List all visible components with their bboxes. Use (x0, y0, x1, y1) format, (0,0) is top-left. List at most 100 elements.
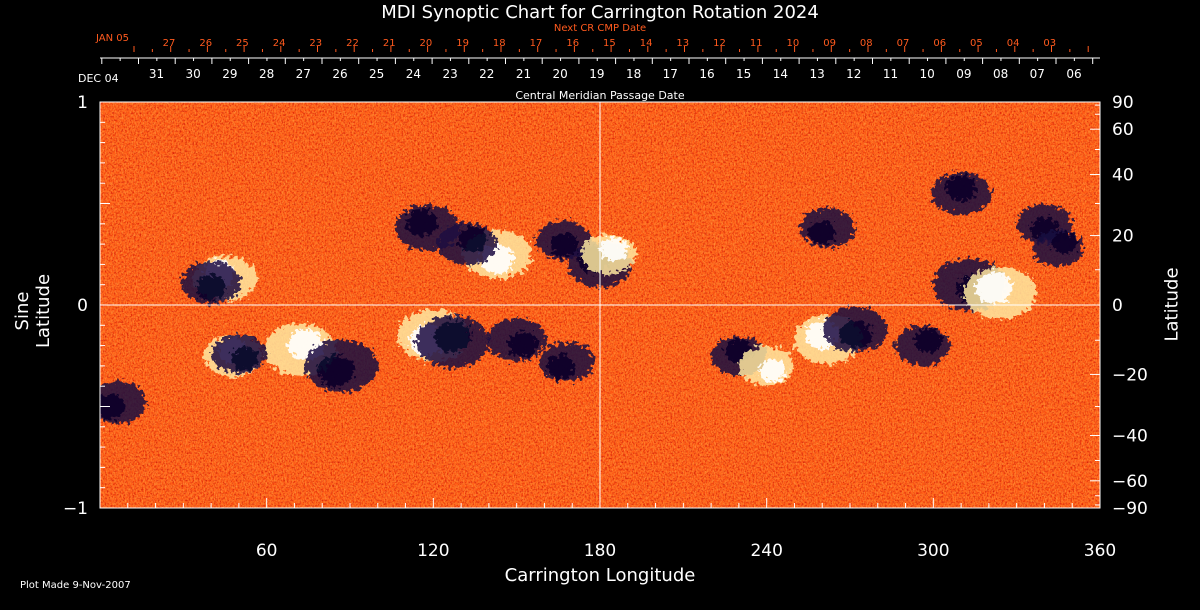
y-right-tick-label: 60 (1112, 120, 1134, 140)
chart-title: MDI Synoptic Chart for Carrington Rotati… (381, 2, 819, 23)
next-cr-day-label: 24 (273, 38, 286, 49)
cmp-day-label: 18 (626, 67, 641, 81)
x-tick-label: 60 (256, 541, 278, 561)
next-cr-day-label: 17 (530, 38, 543, 49)
next-cr-day-label: 27 (163, 38, 176, 49)
cmp-day-label: 16 (699, 67, 714, 81)
y-left-tick-label: 0 (77, 296, 88, 316)
y-right-tick-label: 20 (1112, 227, 1134, 247)
negative-region-core (196, 274, 226, 301)
y-right-tick-label: −40 (1112, 426, 1148, 446)
y-left-tick-label: −1 (63, 499, 88, 519)
negative-region-core (546, 355, 575, 379)
next-cr-cmp-label: Next CR CMP Date (553, 23, 647, 34)
negative-region-core (839, 320, 872, 349)
next-cr-day-label: 09 (823, 38, 836, 49)
cmp-day-label: 27 (296, 67, 311, 81)
next-cr-day-label: 16 (566, 38, 579, 49)
cmp-day-label: 17 (663, 67, 678, 81)
cmp-day-label: 10 (920, 67, 935, 81)
next-cr-day-label: 04 (1007, 38, 1020, 49)
cmp-date-axis: DEC 04 31 30 29 28 27 26 25 24 23 22 21 20 19 18 17 16 15… (78, 57, 1100, 85)
x-tick-label: 360 (1084, 541, 1116, 561)
cmp-date-label: Central Meridian Passage Date (515, 89, 685, 102)
negative-region-core (405, 209, 438, 237)
next-cr-day-label: 21 (383, 38, 396, 49)
next-cr-day-label: 14 (640, 38, 653, 49)
next-cr-day-label: 03 (1043, 38, 1056, 49)
x-tick-label: 180 (584, 541, 616, 561)
next-cr-day-label: 20 (420, 38, 433, 49)
next-cr-day-label: 12 (713, 38, 726, 49)
negative-region-core (1051, 232, 1077, 254)
cmp-day-label: 29 (222, 67, 237, 81)
next-cr-day-label: 07 (897, 38, 910, 49)
negative-region-core (317, 355, 354, 387)
next-cr-day-label: 06 (933, 38, 946, 49)
y-right-tick-label: −60 (1112, 472, 1148, 492)
positive-region-core (975, 272, 1013, 304)
plot-made-note: Plot Made 9-Nov-2007 (20, 580, 131, 591)
x-tick-label: 240 (750, 541, 782, 561)
cmp-day-label: 19 (589, 67, 604, 81)
cmp-day-label: 14 (773, 67, 788, 81)
next-cr-day-label: 25 (236, 38, 249, 49)
positive-region-core (600, 237, 629, 262)
cmp-day-label: 23 (442, 67, 457, 81)
negative-region-core (946, 175, 976, 202)
y-right-tick-label: −90 (1112, 499, 1148, 519)
next-cr-day-label: 22 (346, 38, 359, 49)
cmp-day-label: 21 (516, 67, 531, 81)
cmp-day-label: 28 (259, 67, 274, 81)
next-cr-day-label: 05 (970, 38, 983, 49)
cmp-first-date-label: DEC 04 (78, 72, 119, 85)
x-tick-label: 120 (417, 541, 449, 561)
next-cr-day-label: 26 (199, 38, 212, 49)
cmp-day-label: 08 (993, 67, 1008, 81)
cmp-day-label: 13 (809, 67, 824, 81)
y-right-tick-label: 90 (1112, 93, 1134, 113)
cmp-day-label: 24 (406, 67, 421, 81)
next-cr-date-axis: JAN 05 27 26 25 24 23 22 21 20 19 18 17 16 15 14 13 12 11… (95, 33, 1089, 52)
next-cr-day-label: 19 (456, 38, 469, 49)
cmp-day-label: 26 (332, 67, 347, 81)
y-right-tick-label: 40 (1112, 166, 1134, 186)
negative-region-core (434, 320, 471, 353)
cmp-day-label: 20 (553, 67, 568, 81)
cmp-day-label: 11 (883, 67, 898, 81)
next-cr-day-label: 18 (493, 38, 506, 49)
next-cr-day-label: 10 (787, 38, 800, 49)
next-cr-day-label: 15 (603, 38, 616, 49)
y-left-tick-label: 1 (77, 93, 88, 113)
negative-region-core (457, 226, 488, 252)
negative-region-core (914, 328, 942, 353)
negative-region-core (231, 346, 259, 371)
cmp-day-label: 06 (1066, 67, 1081, 81)
next-cr-day-label: 11 (750, 38, 763, 49)
y-axis-label-left: Sine Latitude (12, 273, 54, 349)
cmp-day-label: 25 (369, 67, 384, 81)
y-right-tick-label: −20 (1112, 365, 1148, 385)
x-tick-label: 300 (917, 541, 949, 561)
next-cr-day-label: 23 (309, 38, 322, 49)
next-cr-day-label: 13 (676, 38, 689, 49)
next-cr-day-label: 08 (860, 38, 873, 49)
negative-region-core (507, 331, 538, 358)
cmp-day-label: 30 (186, 67, 201, 81)
x-axis-label: Carrington Longitude (504, 565, 696, 586)
cmp-day-label: 12 (846, 67, 861, 81)
y-right-tick-label: 0 (1112, 296, 1123, 316)
longitude-axis: 60 120 180 240 300 360 (99, 498, 1116, 561)
next-cr-first-date-label: JAN 05 (95, 33, 129, 44)
sine-latitude-axis: 1 0 −1 (63, 93, 110, 519)
cmp-day-label: 07 (1030, 67, 1045, 81)
negative-region-core (550, 233, 578, 257)
negative-region-core (808, 221, 836, 245)
latitude-axis: 90 60 40 20 0 −20 −40 −60 −90 (1090, 93, 1148, 519)
positive-region-core (758, 359, 787, 383)
cmp-day-label: 09 (956, 67, 971, 81)
negative-region-core (100, 394, 126, 421)
cmp-day-label: 22 (479, 67, 494, 81)
active-regions (100, 172, 1084, 424)
